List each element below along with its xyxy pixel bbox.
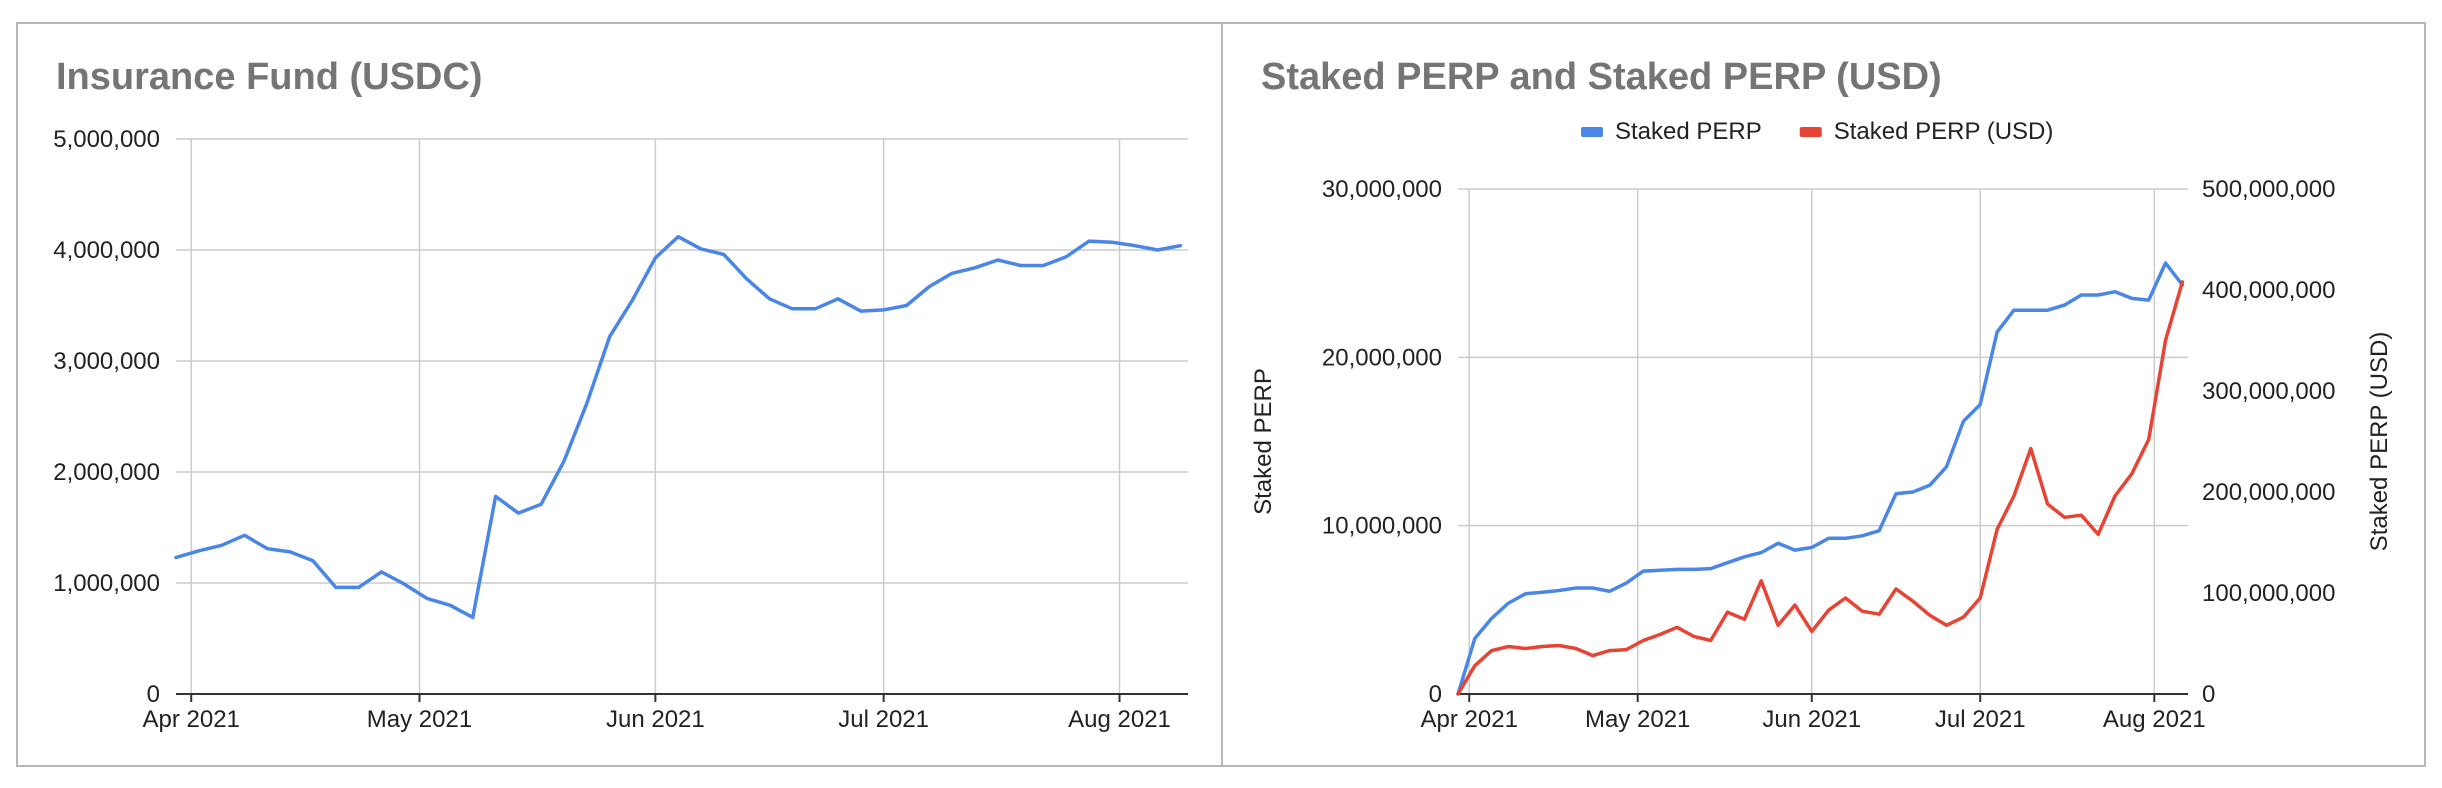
x-tick-label: Apr 2021 — [1421, 706, 1518, 733]
y-tick-label: 10,000,000 — [1322, 513, 1442, 540]
insurance-fund-chart-panel: Insurance Fund (USDC) 0 1,000,000 2,000,00… — [16, 22, 1223, 767]
x-tick-label: Jun 2021 — [606, 706, 705, 733]
legend-label: Staked PERP — [1615, 118, 1762, 145]
y-tick-label: 0 — [147, 681, 160, 708]
chart-title: Staked PERP and Staked PERP (USD) — [1261, 56, 1942, 98]
x-tick-label: Jul 2021 — [838, 706, 929, 733]
y-right-tick-label: 200,000,000 — [2202, 479, 2335, 506]
y-right-tick-label: 0 — [2202, 681, 2215, 708]
x-tick-label: Aug 2021 — [2103, 706, 2206, 733]
staked-perp-chart-panel: Staked PERP and Staked PERP (USD) 0 10,00… — [1221, 22, 2426, 767]
insurance-fund-chart: 0 1,000,000 2,000,000 3,000,000 4,000,000 5,0… — [53, 126, 1188, 733]
y-tick-label: 4,000,000 — [53, 237, 160, 264]
x-tick-label: Jun 2021 — [1762, 706, 1861, 733]
y-tick-label: 5,000,000 — [53, 126, 160, 153]
y-tick-label: 3,000,000 — [53, 348, 160, 375]
x-tick-label: Apr 2021 — [143, 706, 240, 733]
staked-perp-chart: 0 10,000,000 20,000,000 30,000,000 0 100,000,… — [1250, 118, 2393, 733]
legend-swatch — [1799, 127, 1822, 137]
x-tick-label: May 2021 — [367, 706, 472, 733]
x-tick-label: Jul 2021 — [1935, 706, 2026, 733]
y-axis-title: Staked PERP — [1250, 368, 1277, 515]
legend-swatch — [1581, 127, 1603, 137]
legend-label: Staked PERP (USD) — [1834, 118, 2054, 145]
y-right-tick-label: 500,000,000 — [2202, 176, 2335, 203]
y-tick-label: 20,000,000 — [1322, 344, 1442, 371]
series-line-staked-perp — [1456, 261, 2185, 696]
series-line-insurance-fund-usdc — [174, 234, 1183, 620]
y-tick-label: 2,000,000 — [53, 459, 160, 486]
y-tick-label: 30,000,000 — [1322, 176, 1442, 203]
y-right-tick-label: 100,000,000 — [2202, 580, 2335, 607]
y-right-axis-title: Staked PERP (USD) — [2366, 332, 2393, 552]
x-tick-label: May 2021 — [1585, 706, 1690, 733]
x-tick-label: Aug 2021 — [1068, 706, 1171, 733]
series-line-staked-perp-usd — [1456, 280, 2185, 696]
y-right-tick-label: 400,000,000 — [2202, 277, 2335, 304]
y-tick-label: 1,000,000 — [53, 570, 160, 597]
chart-title: Insurance Fund (USDC) — [56, 56, 483, 98]
y-right-tick-label: 300,000,000 — [2202, 378, 2335, 405]
y-tick-label: 0 — [1429, 681, 1442, 708]
